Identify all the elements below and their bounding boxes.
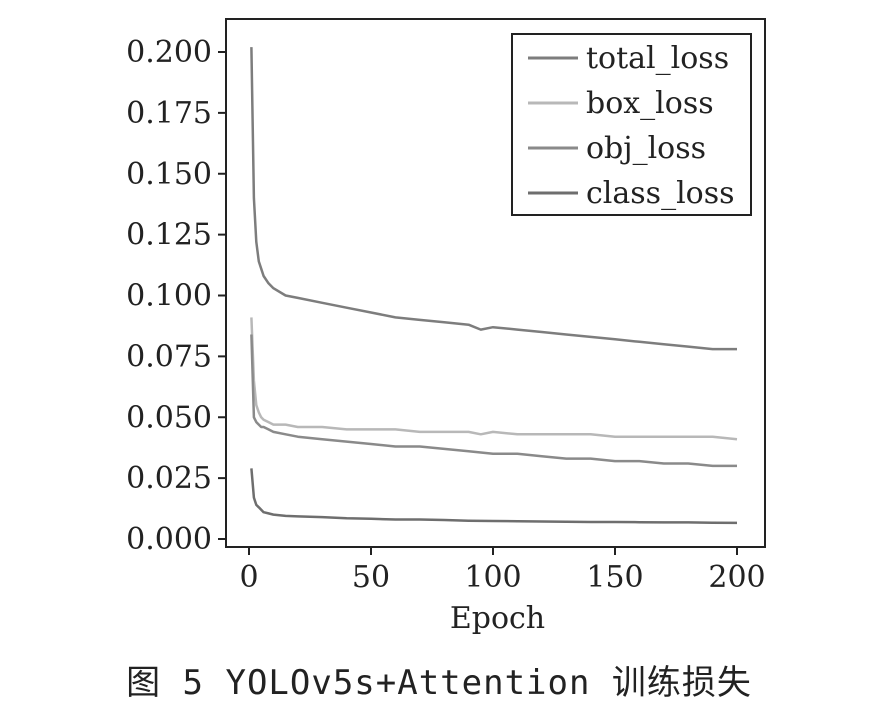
figure-caption: 图 5 YOLOv5s+Attention 训练损失 <box>126 663 752 703</box>
y-tick-label: 0.000 <box>126 522 212 557</box>
y-tick-label: 0.125 <box>126 218 212 253</box>
x-axis-title: Epoch <box>450 601 545 636</box>
legend-label-class_loss: class_loss <box>586 176 735 211</box>
y-tick-label: 0.050 <box>126 400 212 435</box>
series-line-box_loss <box>250 317 738 441</box>
y-tick-label: 0.025 <box>126 461 212 496</box>
x-tick-label: 0 <box>239 560 258 595</box>
loss-chart: 0.000 0.025 0.050 0.075 0.100 0.125 0.150 0.175… <box>126 18 766 636</box>
series-line-total_loss <box>250 47 737 351</box>
y-tick-label: 0.200 <box>126 35 212 70</box>
axes: 0.000 0.025 0.050 0.075 0.100 0.125 0.150 0.175… <box>126 18 766 636</box>
legend-label-total_loss: total_loss <box>586 41 729 76</box>
y-tick-label: 0.175 <box>126 96 212 131</box>
plot-frame <box>225 18 766 548</box>
plot-area <box>250 47 738 525</box>
x-tick-label: 50 <box>352 560 390 595</box>
legend-label-box_loss: box_loss <box>586 86 714 121</box>
x-tick-label: 150 <box>586 560 643 595</box>
y-tick-label: 0.100 <box>126 279 212 314</box>
series-line-class_loss <box>250 468 738 525</box>
x-tick-label: 200 <box>708 560 765 595</box>
legend: total_loss box_loss obj_loss class_loss <box>511 33 752 216</box>
legend-label-obj_loss: obj_loss <box>586 131 706 166</box>
y-tick-label: 0.075 <box>126 339 212 374</box>
y-tick-label: 0.150 <box>126 157 212 192</box>
legend-box <box>511 33 752 216</box>
x-tick-label: 100 <box>464 560 521 595</box>
series-line-obj_loss <box>250 334 737 468</box>
